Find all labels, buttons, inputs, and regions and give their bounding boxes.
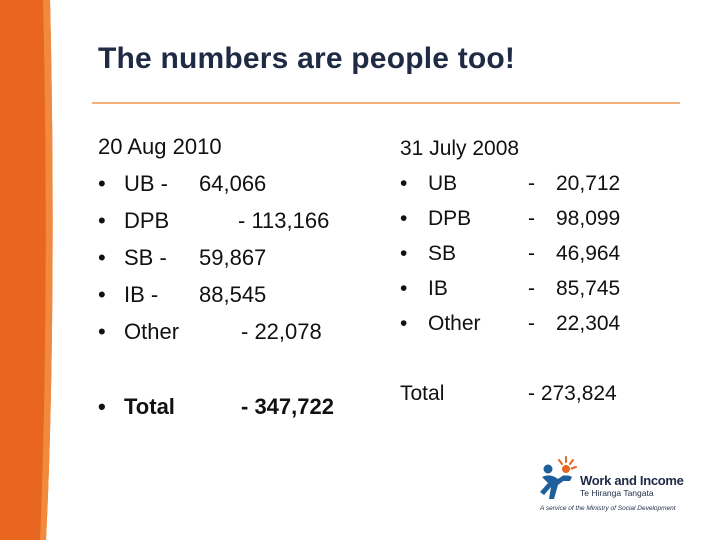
bullet: •	[400, 277, 408, 300]
item-value: 88,545	[199, 282, 267, 307]
list-item: • DPB - 98,099	[400, 201, 650, 236]
total-row: • Total - 347,722	[98, 388, 368, 425]
item-label: UB	[428, 172, 458, 195]
right-column-2008: 31 July 2008 • UB - 20,712 • DPB - 98,09…	[400, 131, 650, 411]
left-heading-row: 20 Aug 2010	[98, 128, 368, 165]
item-dash: -	[528, 207, 535, 230]
bullet: •	[98, 319, 106, 344]
item-label: UB -	[124, 171, 168, 196]
list-item: • IB - 88,545	[98, 276, 368, 313]
item-dash: -	[528, 312, 535, 335]
list-item: • SB - 59,867	[98, 239, 368, 276]
item-value: 98,099	[556, 207, 621, 230]
list-item: • Other - 22,078	[98, 313, 368, 350]
bullet: •	[400, 242, 408, 265]
bullet: •	[98, 394, 106, 419]
item-dash: -	[528, 172, 535, 195]
list-item: • UB - 64,066	[98, 165, 368, 202]
work-and-income-logo: Work and Income Te Hiranga Tangata A ser…	[536, 455, 686, 517]
bullet: •	[400, 312, 408, 335]
item-value: 64,066	[199, 171, 267, 196]
item-label: Other	[124, 319, 180, 344]
item-value: - 113,166	[238, 208, 330, 233]
total-row: Total - 273,824	[400, 376, 650, 411]
item-value: - 22,078	[241, 319, 322, 344]
item-value: 85,745	[556, 277, 621, 300]
item-value: 20,712	[556, 172, 621, 195]
total-value: - 347,722	[241, 394, 334, 419]
side-bar-graphic	[0, 0, 62, 540]
slide-title: The numbers are people too!	[98, 42, 516, 75]
left-column-2010: 20 Aug 2010 • UB - 64,066 • DPB - 113,16…	[98, 128, 368, 425]
item-label: DPB	[428, 207, 472, 230]
item-label: Other	[428, 312, 481, 335]
bullet: •	[98, 282, 106, 307]
bullet: •	[400, 207, 408, 230]
list-item: • IB - 85,745	[400, 271, 650, 306]
item-value: 59,867	[199, 245, 267, 270]
left-heading: 20 Aug 2010	[98, 134, 222, 159]
item-label: DPB	[124, 208, 170, 233]
right-heading: 31 July 2008	[400, 137, 520, 160]
total-label: Total	[400, 382, 445, 405]
bullet: •	[400, 172, 408, 195]
item-value: 22,304	[556, 312, 621, 335]
logo-tagline: A service of the Ministry of Social Deve…	[540, 505, 676, 512]
item-label: SB -	[124, 245, 167, 270]
item-label: IB -	[124, 282, 159, 307]
orange-side-bar	[0, 0, 62, 540]
list-item: • Other - 22,304	[400, 306, 650, 341]
list-item: • SB - 46,964	[400, 236, 650, 271]
item-dash: -	[528, 277, 535, 300]
logo-figure-icon	[540, 456, 577, 499]
logo-name: Work and Income	[580, 473, 684, 488]
right-heading-row: 31 July 2008	[400, 131, 650, 166]
item-label: SB	[428, 242, 457, 265]
list-item: • UB - 20,712	[400, 166, 650, 201]
bullet: •	[98, 208, 106, 233]
total-label: Total	[124, 394, 175, 419]
title-divider	[92, 102, 680, 104]
item-dash: -	[528, 242, 535, 265]
list-item: • DPB - 113,166	[98, 202, 368, 239]
item-label: IB	[428, 277, 448, 300]
item-value: 46,964	[556, 242, 621, 265]
bullet: •	[98, 245, 106, 270]
logo-subtitle: Te Hiranga Tangata	[580, 488, 654, 498]
bullet: •	[98, 171, 106, 196]
total-value: - 273,824	[528, 382, 617, 405]
